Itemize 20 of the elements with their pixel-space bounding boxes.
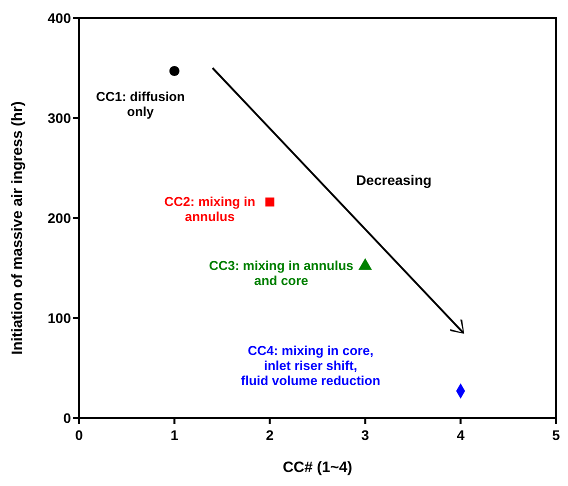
series-label: CC3: mixing in annulus and core — [208, 258, 354, 288]
y-axis-title: Initiation of massive air ingress (hr) — [9, 101, 26, 355]
y-tick-label: 200 — [48, 210, 72, 226]
point — [169, 66, 180, 76]
series-label: CC1: diffusion only — [96, 89, 185, 119]
x-tick-label: 4 — [456, 427, 465, 443]
y-tick-label: 300 — [48, 110, 72, 126]
x-axis-title: CC# (1~4) — [282, 459, 352, 476]
y-tick-label: 0 — [63, 410, 72, 426]
point — [265, 198, 274, 206]
x-tick-label: 5 — [552, 427, 560, 443]
y-tick-label: 400 — [48, 10, 72, 26]
x-tick-label: 1 — [170, 427, 178, 443]
x-tick-label: 2 — [266, 427, 274, 443]
text: CC4: mixing in core, inlet riser shift, fluid volume reduction — [240, 343, 380, 388]
y-tick-label: 100 — [48, 310, 72, 326]
x-tick-label: 3 — [361, 427, 370, 443]
annotation: Decreasing — [356, 172, 432, 188]
series-label: CC2: mixing in annulus — [164, 194, 256, 224]
x-tick-label: 0 — [75, 427, 84, 443]
